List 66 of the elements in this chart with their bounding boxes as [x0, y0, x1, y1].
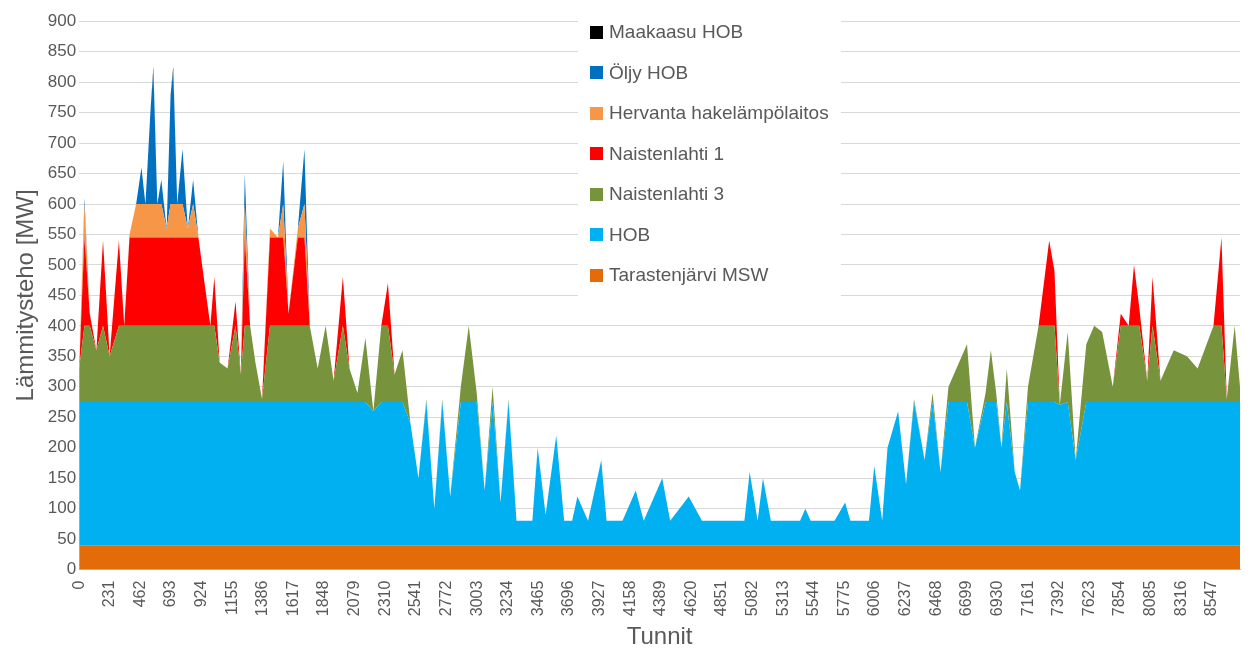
x-tick-label: 4620 [681, 580, 699, 617]
x-tick-label: 2310 [375, 580, 393, 617]
y-tick-label: 150 [47, 467, 77, 487]
x-tick-label: 6699 [957, 580, 975, 617]
legend-label: Naistenlahti 1 [609, 142, 725, 165]
legend-label: Öljy HOB [609, 61, 689, 84]
x-tick-label: 7392 [1049, 580, 1067, 617]
x-tick-label: 6237 [896, 580, 914, 617]
y-tick-label: 650 [47, 163, 77, 183]
y-tick-label: 700 [47, 132, 77, 152]
y-tick-label: 100 [47, 498, 77, 518]
legend-label: Hervanta hakelämpölaitos [609, 102, 829, 125]
x-tick-label: 7854 [1110, 580, 1128, 617]
x-tick-label: 5082 [743, 580, 761, 617]
x-tick-label: 231 [100, 580, 118, 608]
x-tick-label: 5313 [773, 580, 791, 617]
x-tick-label: 3696 [559, 580, 577, 617]
x-tick-label: 4389 [651, 580, 669, 617]
y-tick-label: 200 [47, 437, 77, 457]
x-tick-label: 4158 [620, 580, 638, 617]
y-tick-label: 300 [47, 376, 77, 396]
x-axis-title: Tunnit [626, 622, 693, 650]
x-tick-label: 5544 [804, 580, 822, 617]
legend-label: Maakaasu HOB [609, 21, 744, 44]
y-tick-label: 350 [47, 346, 77, 366]
y-tick-label: 550 [47, 224, 77, 244]
x-tick-label: 3465 [528, 580, 546, 617]
x-tick-label: 6006 [865, 580, 883, 617]
y-tick-label: 800 [47, 71, 77, 91]
x-tick-label: 6930 [987, 580, 1005, 617]
y-axis-title: Lämmitysteho [MW] [11, 189, 39, 402]
x-tick-label: 8547 [1202, 580, 1220, 617]
x-tick-label: 5775 [834, 580, 852, 617]
x-tick-label: 8085 [1140, 580, 1158, 617]
y-tick-label: 750 [47, 102, 77, 122]
y-tick-label: 0 [66, 559, 77, 579]
x-tick-label: 2079 [345, 580, 363, 617]
x-tick-label: 1617 [283, 580, 301, 617]
y-tick-label: 600 [47, 193, 77, 213]
x-tick-label: 1386 [253, 580, 271, 617]
x-tick-label: 4851 [712, 580, 730, 617]
y-tick-label: 900 [47, 10, 77, 30]
y-tick-label: 450 [47, 285, 77, 305]
y-tick-label: 850 [47, 41, 77, 61]
x-tick-label: 3234 [498, 580, 516, 617]
y-tick-label: 500 [47, 254, 77, 274]
x-tick-label: 1848 [314, 580, 332, 617]
x-tick-label: 6468 [926, 580, 944, 617]
x-tick-label: 8316 [1171, 580, 1189, 617]
x-tick-label: 7161 [1018, 580, 1036, 617]
x-tick-label: 3003 [467, 580, 485, 617]
x-tick-label: 693 [161, 580, 179, 608]
y-tick-label: 50 [57, 528, 77, 548]
x-tick-label: 3927 [589, 580, 607, 617]
y-tick-label: 400 [47, 315, 77, 335]
legend-label: Naistenlahti 3 [609, 183, 725, 206]
x-tick-label: 0 [69, 580, 87, 590]
x-tick-label: 7623 [1079, 580, 1097, 617]
legend-label: Tarastenjärvi MSW [609, 264, 769, 287]
y-tick-label: 250 [47, 406, 77, 426]
x-tick-label: 1155 [222, 580, 240, 616]
x-tick-label: 924 [192, 580, 210, 608]
legend-label: HOB [609, 223, 651, 246]
x-tick-label: 462 [130, 580, 148, 608]
x-tick-label: 2772 [436, 580, 454, 617]
x-tick-label: 2541 [406, 580, 424, 617]
